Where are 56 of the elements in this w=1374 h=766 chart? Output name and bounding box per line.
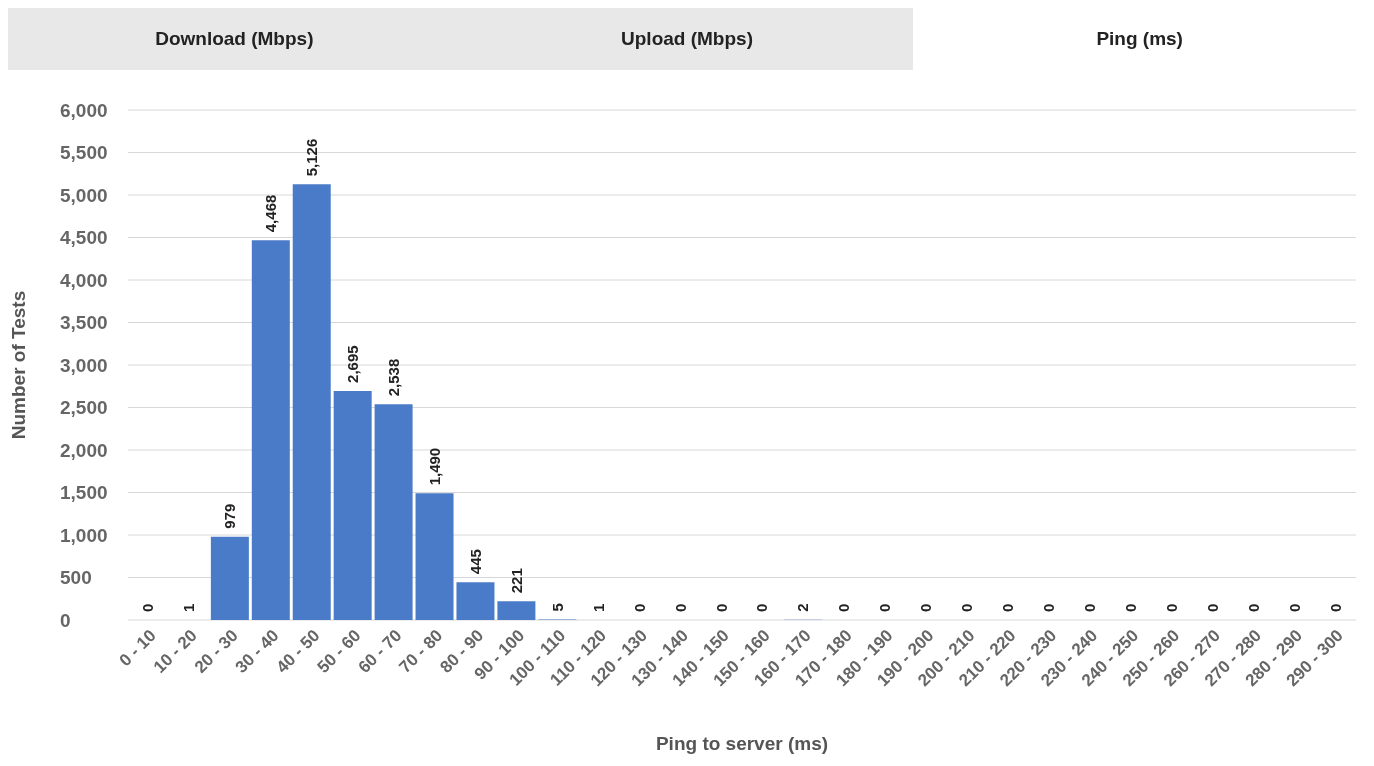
data-label: 979 <box>221 503 239 529</box>
y-tick-label: 4,500 <box>60 227 108 249</box>
data-label: 0 <box>139 603 157 612</box>
data-label: 445 <box>466 549 484 575</box>
y-tick-label: 2,000 <box>60 439 108 461</box>
data-label: 221 <box>507 568 525 594</box>
data-label: 1 <box>180 603 198 612</box>
y-tick-label: 3,000 <box>60 354 108 376</box>
y-tick-label: 2,500 <box>60 397 108 419</box>
data-label: 0 <box>958 603 976 612</box>
bar <box>292 184 331 620</box>
y-tick-label: 3,500 <box>60 312 108 334</box>
y-tick-label: 0 <box>60 609 71 631</box>
bar <box>497 601 536 620</box>
y-tick-label: 1,500 <box>60 482 108 504</box>
data-label: 5,126 <box>303 138 321 177</box>
data-label: 0 <box>671 603 689 612</box>
data-label: 0 <box>1285 603 1303 612</box>
data-label: 0 <box>876 603 894 612</box>
data-label: 0 <box>753 603 771 612</box>
bar <box>210 536 249 620</box>
y-tick-label: 500 <box>60 567 92 589</box>
bar <box>415 493 454 620</box>
text: Download (Mbps) <box>8 8 461 70</box>
y-tick-label: 5,500 <box>60 142 108 164</box>
data-label: 0 <box>1040 603 1057 612</box>
bar <box>333 390 372 620</box>
data-label: 2 <box>794 603 812 612</box>
data-label: 0 <box>1326 603 1344 612</box>
data-label: 0 <box>1203 603 1221 612</box>
bar <box>456 582 495 620</box>
data-label: 0 <box>1244 603 1262 612</box>
data-label: 0 <box>712 603 730 612</box>
x-axis-title: Ping to server (ms) <box>655 733 829 754</box>
text: Ping (ms) <box>913 8 1367 70</box>
data-label: 0 <box>1121 603 1139 612</box>
data-label: 0 <box>1162 603 1180 612</box>
bar <box>374 404 413 620</box>
data-label: 0 <box>999 603 1017 612</box>
data-label: 1 <box>589 603 607 612</box>
data-label: 0 <box>1080 603 1098 612</box>
text: Upload (Mbps) <box>460 8 914 70</box>
y-axis-title: Number of Tests <box>7 290 29 440</box>
data-label: 0 <box>630 603 648 612</box>
data-label: 0 <box>835 603 853 612</box>
data-label: 0 <box>917 603 935 612</box>
y-tick-label: 5,000 <box>60 184 108 206</box>
y-tick-label: 1,000 <box>60 524 108 546</box>
data-label: 4,468 <box>262 194 280 233</box>
bar <box>251 240 290 620</box>
data-label: 5 <box>548 603 566 612</box>
data-label: 1,490 <box>426 447 443 486</box>
y-tick-label: 4,000 <box>60 269 108 291</box>
data-label: 2,538 <box>385 358 403 397</box>
y-tick-label: 6,000 <box>60 99 108 121</box>
data-label: 2,695 <box>344 345 362 383</box>
